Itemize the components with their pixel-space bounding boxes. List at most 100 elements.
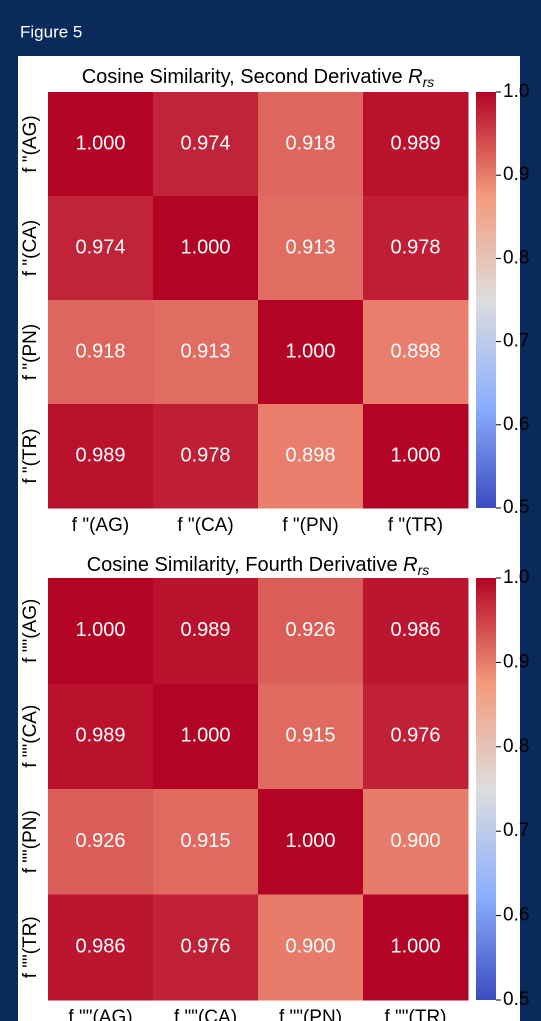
cell-label: 0.926	[285, 619, 335, 641]
cell-label: 0.900	[285, 936, 335, 958]
y-tick-label: f "(AG)	[20, 115, 41, 172]
figure-label: Figure 5	[20, 22, 82, 41]
heatmap-cell	[48, 683, 154, 790]
heatmap-cell	[153, 683, 259, 790]
cell-label: 0.913	[180, 340, 230, 362]
colorbar-tick-label: 0.7	[503, 331, 529, 352]
heatmap-cell	[363, 92, 469, 197]
title-text: Cosine Similarity, Fourth Derivative	[87, 554, 398, 576]
cell-label: 0.900	[390, 830, 440, 852]
colorbar	[476, 92, 496, 508]
x-tick-label: f "(AG)	[72, 515, 129, 536]
cell-label: 0.976	[180, 936, 230, 958]
cell-label: 0.898	[285, 444, 335, 466]
y-tick-label: f ""(PN)	[20, 810, 41, 873]
cell-label: 0.989	[75, 725, 125, 747]
y-tick-label: f "(PN)	[20, 324, 41, 380]
heatmap-cell	[258, 683, 364, 790]
cell-label: 0.974	[180, 132, 230, 154]
y-tick-label: f ""(AG)	[20, 599, 41, 663]
heatmap-cell	[48, 300, 154, 405]
heatmap-cell	[258, 92, 364, 197]
cell-label: 1.000	[75, 132, 125, 154]
heatmap-cell	[258, 578, 364, 684]
cell-label: 1.000	[75, 619, 125, 641]
colorbar-tick-label: 1.0	[503, 81, 529, 102]
heatmap-cell	[153, 578, 259, 684]
colorbar-tick-label: 0.8	[503, 247, 529, 268]
heatmap-cell	[363, 404, 469, 509]
cell-label: 1.000	[285, 830, 335, 852]
heatmap-cell	[153, 300, 259, 405]
y-tick-label: f "(CA)	[20, 220, 41, 276]
colorbar-tick-label: 0.5	[503, 989, 529, 1010]
cell-label: 0.913	[285, 236, 335, 258]
title-subscript: rs	[418, 562, 430, 578]
colorbar-tick-label: 1.0	[503, 567, 529, 588]
heatmap-cell	[48, 404, 154, 509]
colorbar	[476, 578, 496, 1000]
y-tick-label: f ""(TR)	[20, 916, 41, 978]
heatmap-cell	[48, 92, 154, 197]
x-tick-label: f ""(CA)	[174, 1007, 237, 1021]
y-tick-label: f "(TR)	[20, 428, 41, 483]
cell-label: 0.978	[180, 444, 230, 466]
cell-label: 1.000	[390, 444, 440, 466]
cell-label: 0.989	[390, 132, 440, 154]
colorbar-tick-label: 0.5	[503, 497, 529, 518]
heatmap-cell	[363, 578, 469, 684]
title-text: Cosine Similarity, Second Derivative	[82, 66, 403, 88]
colorbar-tick-label: 0.8	[503, 736, 529, 757]
colorbar-tick-label: 0.9	[503, 651, 529, 672]
heatmap-cell	[258, 196, 364, 301]
cell-label: 0.915	[285, 725, 335, 747]
chart-title: Cosine Similarity, Second Derivative Rrs	[82, 66, 435, 89]
x-tick-label: f ""(PN)	[279, 1007, 342, 1021]
heatmap-cell	[153, 789, 259, 895]
colorbar-tick-label: 0.6	[503, 905, 529, 926]
x-tick-label: f "(PN)	[282, 515, 338, 536]
heatmap-cell	[48, 789, 154, 895]
heatmap-cell	[153, 404, 259, 509]
heatmap-cell	[258, 404, 364, 509]
cell-label: 0.986	[390, 619, 440, 641]
cell-label: 0.898	[390, 340, 440, 362]
y-tick-label: f ""(CA)	[20, 705, 41, 768]
heatmap-cell	[363, 683, 469, 790]
cell-label: 0.918	[285, 132, 335, 154]
cell-label: 0.926	[75, 830, 125, 852]
title-symbol: R	[408, 66, 422, 88]
x-tick-label: f ""(AG)	[68, 1007, 132, 1021]
cell-label: 0.918	[75, 340, 125, 362]
colorbar-tick-label: 0.9	[503, 164, 529, 185]
heatmap-cell	[48, 894, 154, 1001]
heatmap-cell	[48, 578, 154, 684]
heatmap-cell	[363, 894, 469, 1001]
cell-label: 0.986	[75, 936, 125, 958]
cell-label: 1.000	[390, 936, 440, 958]
cell-label: 0.978	[390, 236, 440, 258]
heatmap-cell	[48, 196, 154, 301]
cell-label: 0.974	[75, 236, 125, 258]
heatmap-cell	[153, 92, 259, 197]
x-tick-label: f ""(TR)	[384, 1007, 446, 1021]
cell-label: 0.915	[180, 830, 230, 852]
cell-label: 1.000	[180, 236, 230, 258]
heatmap-cell	[363, 196, 469, 301]
title-subscript: rs	[423, 74, 435, 90]
heatmap-cell	[153, 894, 259, 1001]
heatmap-cell	[153, 196, 259, 301]
heatmap-cell	[363, 300, 469, 405]
cell-label: 0.989	[75, 444, 125, 466]
title-symbol: R	[403, 554, 417, 576]
cell-label: 0.989	[180, 619, 230, 641]
heatmap-cell	[363, 789, 469, 895]
x-tick-label: f "(CA)	[177, 515, 233, 536]
cell-label: 0.976	[390, 725, 440, 747]
heatmap-cell	[258, 300, 364, 405]
cell-label: 1.000	[180, 725, 230, 747]
colorbar-tick-label: 0.6	[503, 414, 529, 435]
cell-label: 1.000	[285, 340, 335, 362]
